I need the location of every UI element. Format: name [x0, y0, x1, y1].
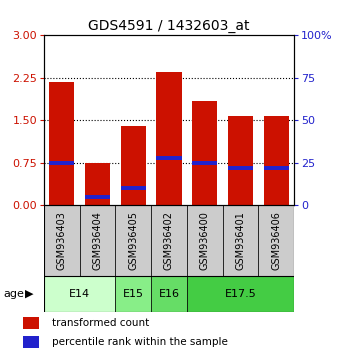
Bar	[151, 276, 187, 312]
Bar	[187, 276, 294, 312]
Text: GSM936403: GSM936403	[57, 211, 67, 270]
Bar	[23, 316, 39, 329]
Bar	[115, 276, 151, 312]
Text: E16: E16	[159, 289, 179, 299]
Text: GSM936400: GSM936400	[200, 211, 210, 270]
Bar	[264, 166, 289, 170]
Bar	[85, 163, 110, 205]
Bar	[49, 161, 74, 165]
Bar	[151, 205, 187, 276]
Bar	[44, 276, 115, 312]
Bar	[223, 205, 258, 276]
Bar	[258, 205, 294, 276]
Bar	[115, 205, 151, 276]
Title: GDS4591 / 1432603_at: GDS4591 / 1432603_at	[88, 19, 250, 33]
Bar	[80, 205, 115, 276]
Text: GSM936404: GSM936404	[93, 211, 102, 270]
Text: GSM936405: GSM936405	[128, 211, 138, 270]
Bar	[44, 205, 80, 276]
Text: age: age	[3, 289, 24, 299]
Text: E14: E14	[69, 289, 90, 299]
Bar	[192, 101, 217, 205]
Text: GSM936402: GSM936402	[164, 211, 174, 270]
Bar	[156, 156, 182, 160]
Bar	[187, 205, 223, 276]
Text: GSM936406: GSM936406	[271, 211, 281, 270]
Bar	[156, 72, 182, 205]
Text: percentile rank within the sample: percentile rank within the sample	[52, 337, 228, 347]
Text: GSM936401: GSM936401	[236, 211, 245, 270]
Text: ▶: ▶	[25, 289, 34, 299]
Bar	[228, 166, 253, 170]
Bar	[85, 195, 110, 199]
Text: transformed count: transformed count	[52, 318, 149, 327]
Bar	[121, 186, 146, 190]
Text: E17.5: E17.5	[224, 289, 256, 299]
Bar	[23, 336, 39, 348]
Text: E15: E15	[123, 289, 144, 299]
Bar	[121, 126, 146, 205]
Bar	[264, 116, 289, 205]
Bar	[192, 161, 217, 165]
Bar	[49, 82, 74, 205]
Bar	[228, 116, 253, 205]
